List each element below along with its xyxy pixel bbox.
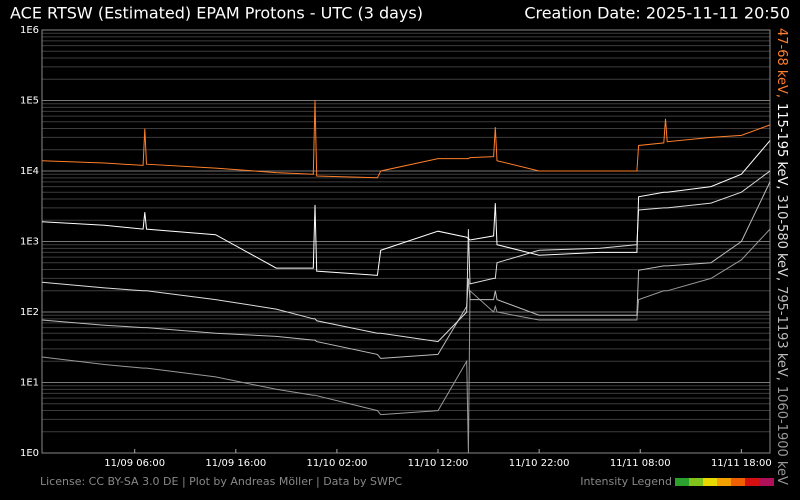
y-tick-label: 1E4 [20,166,39,177]
intensity-legend [675,478,774,486]
chart-title: ACE RTSW (Estimated) EPAM Protons - UTC … [10,4,423,23]
plot-frame [41,29,771,454]
legend-entry: 115-195 keV, [775,103,790,190]
series-line [41,228,771,454]
footer: License: CC BY-SA 3.0 DE | Plot by Andre… [40,475,402,488]
legend-swatch [703,478,717,486]
legend-entry: 47-68 keV, [775,28,790,98]
creation-date: Creation Date: 2025-11-11 20:50 [524,4,790,23]
x-tick-label: 11/10 02:00 [306,458,367,469]
legend-entry: 310-580 keV, [775,195,790,282]
x-tick-label: 11/10 22:00 [509,458,570,469]
series-line [41,170,771,343]
series-line [41,100,771,179]
legend-swatch [759,478,774,486]
legend-entry: 1060-1900 keV [775,386,790,485]
y-tick-label: 1E2 [20,307,39,318]
legend-swatch [689,478,703,486]
legend-entry: 795-1193 keV, [775,286,790,381]
legend-swatch [745,478,759,486]
y-tick-label: 1E6 [20,25,39,36]
x-tick-label: 11/09 06:00 [104,458,165,469]
y-tick-label: 1E3 [20,237,39,248]
y-tick-label: 1E5 [20,96,39,107]
legend-swatch [717,478,731,486]
series-line [41,181,771,359]
intensity-legend-title: Intensity Legend [580,475,672,488]
x-tick-label: 11/09 16:00 [205,458,266,469]
x-tick-label: 11/11 18:00 [711,458,772,469]
y-tick-label: 1E1 [20,378,39,389]
legend-swatch [731,478,745,486]
x-tick-label: 11/11 08:00 [610,458,671,469]
y-tick-label: 1E0 [20,448,39,459]
legend-swatch [675,478,689,486]
series-legend: 47-68 keV, 115-195 keV, 310-580 keV, 795-11… [775,28,790,485]
x-tick-label: 11/10 12:00 [408,458,469,469]
series-line [41,140,771,276]
